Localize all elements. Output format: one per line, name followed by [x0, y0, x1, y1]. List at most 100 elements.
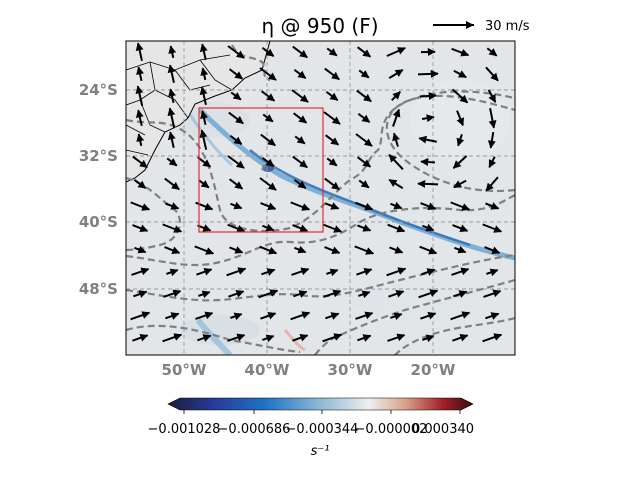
wind-vector — [163, 289, 182, 298]
wind-vector — [482, 333, 503, 343]
quiver-key-label: 30 m/s — [485, 19, 530, 34]
wind-vector — [355, 201, 374, 211]
wind-vector — [357, 113, 371, 123]
wind-vector — [326, 268, 339, 277]
wind-vector — [323, 111, 341, 125]
wind-vector — [230, 201, 243, 210]
wind-vector — [134, 245, 147, 254]
wind-vector — [262, 113, 274, 123]
wind-vector — [130, 201, 151, 211]
wind-vector — [200, 110, 208, 126]
wind-vector — [388, 154, 404, 170]
wind-vector — [293, 290, 308, 298]
wind-vector — [482, 223, 503, 233]
wind-vector — [452, 224, 469, 233]
wind-vector — [388, 68, 404, 80]
analysis-region-box — [198, 107, 324, 233]
wind-vector — [452, 155, 468, 169]
wind-vector — [258, 289, 279, 299]
land-south-america — [126, 41, 271, 183]
wind-vector — [194, 245, 215, 255]
wind-vector — [229, 246, 244, 254]
contour — [314, 278, 515, 355]
wind-vector — [227, 45, 245, 59]
wind-vector — [293, 69, 307, 79]
lat-label-48s: 48°S — [79, 280, 118, 298]
wind-vector — [421, 114, 435, 123]
wind-vector — [165, 312, 180, 320]
wind-vector — [167, 64, 176, 84]
wind-vector — [130, 311, 151, 321]
contour — [261, 162, 278, 171]
wind-vector — [167, 131, 176, 149]
wind-vector — [227, 155, 245, 169]
wind-vector — [260, 202, 277, 211]
lon-label-30w: 30°W — [328, 361, 373, 379]
wind-vector — [354, 245, 375, 255]
lon-label-50w: 50°W — [162, 361, 207, 379]
wind-vector — [199, 129, 208, 150]
wind-vector — [388, 178, 404, 190]
wind-vector — [164, 246, 181, 255]
wind-vector — [392, 108, 401, 127]
wind-vector — [167, 107, 176, 128]
wind-vector — [261, 46, 275, 58]
wind-vector — [198, 290, 211, 299]
colorbar-tick-label: −0.000344 — [286, 422, 359, 437]
lat-label-24s: 24°S — [79, 81, 118, 99]
wind-vector — [386, 267, 407, 277]
colorbar-ticks — [183, 410, 461, 414]
wind-vector — [135, 42, 144, 62]
wind-vector — [259, 245, 278, 255]
gridlines — [126, 41, 515, 355]
wind-vector — [325, 312, 340, 320]
wind-vector — [262, 223, 275, 232]
wind-vector — [453, 179, 467, 189]
wind-vector — [418, 135, 438, 144]
wind-vector — [386, 47, 406, 57]
wind-vector — [200, 67, 209, 81]
wind-vector — [166, 268, 179, 277]
wind-vector — [419, 245, 438, 255]
wind-vector — [355, 133, 373, 147]
lat-label-32s: 32°S — [79, 147, 118, 165]
wind-vector — [326, 157, 338, 167]
wind-vector — [417, 69, 439, 78]
wind-vector — [488, 156, 497, 169]
wind-vector — [132, 224, 149, 233]
wind-vector — [132, 155, 148, 169]
wind-vector — [387, 223, 406, 233]
wind-vector — [290, 311, 311, 321]
wind-vector — [486, 47, 498, 57]
colorbar-ramp — [168, 398, 473, 410]
map-panel — [126, 41, 515, 355]
wind-vector — [261, 157, 275, 167]
wind-vector — [229, 178, 244, 190]
wind-vector — [418, 289, 439, 299]
wind-vector — [485, 176, 499, 192]
wind-vector — [227, 223, 246, 233]
wind-vector — [325, 91, 339, 101]
wind-vector — [356, 89, 372, 103]
wind-vector — [487, 89, 497, 103]
wind-vector — [135, 85, 144, 106]
wind-vector — [195, 311, 214, 320]
map-frame — [125, 40, 516, 356]
wind-vector — [417, 179, 439, 188]
wind-vector — [228, 111, 244, 125]
wind-vector — [358, 179, 370, 189]
wind-vector — [487, 131, 496, 149]
wind-vector — [322, 223, 343, 233]
wind-vector — [483, 289, 502, 298]
wind-vector — [451, 267, 470, 276]
wind-vector — [293, 179, 307, 189]
colorbar-units: s⁻¹ — [311, 444, 330, 459]
wind-vector — [292, 155, 308, 169]
wind-vector — [136, 66, 144, 82]
wind-vector — [133, 290, 148, 298]
wind-vector — [485, 312, 500, 320]
wind-vector — [325, 134, 340, 146]
wind-vector — [486, 268, 499, 277]
wind-vectors — [130, 42, 503, 343]
wind-vector — [293, 112, 308, 124]
